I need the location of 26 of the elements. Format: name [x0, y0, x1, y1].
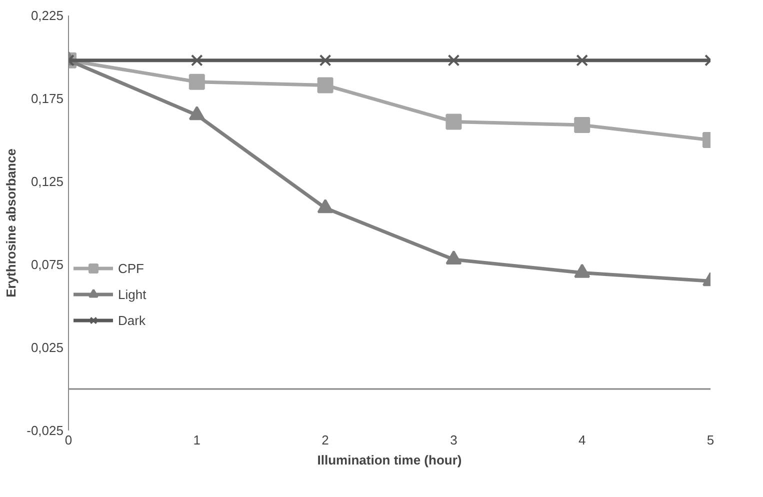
x-tick-label: 0 [64, 432, 72, 448]
x-tick-label: 1 [193, 432, 201, 448]
point [317, 77, 334, 94]
point [446, 114, 462, 130]
point [446, 250, 462, 265]
y-tick-label: 0,175 [30, 91, 64, 106]
point [188, 106, 205, 120]
point [188, 74, 205, 90]
y-tick-label: 0,125 [30, 174, 64, 189]
x-tick-label: 5 [706, 432, 714, 448]
legend-label: Dark [118, 312, 146, 328]
y-tick-label: 0,225 [30, 8, 64, 23]
legend-label: CPF [118, 260, 144, 276]
y-tick-label: 0,025 [30, 340, 64, 355]
point [448, 54, 460, 66]
point [190, 54, 203, 66]
point [317, 198, 334, 214]
legend-label: Light [118, 286, 146, 302]
x-tick-label: 3 [450, 432, 458, 448]
y-tick-label: 0,075 [30, 257, 64, 272]
y-axis-title: Erythrosine absorbance [4, 148, 19, 298]
x-axis-title: Illumination time (hour) [317, 452, 462, 468]
x-tick-label: 4 [578, 432, 586, 448]
y-tick-label: -0,025 [26, 423, 64, 438]
point [319, 54, 332, 66]
x-tick-label: 2 [322, 432, 329, 448]
